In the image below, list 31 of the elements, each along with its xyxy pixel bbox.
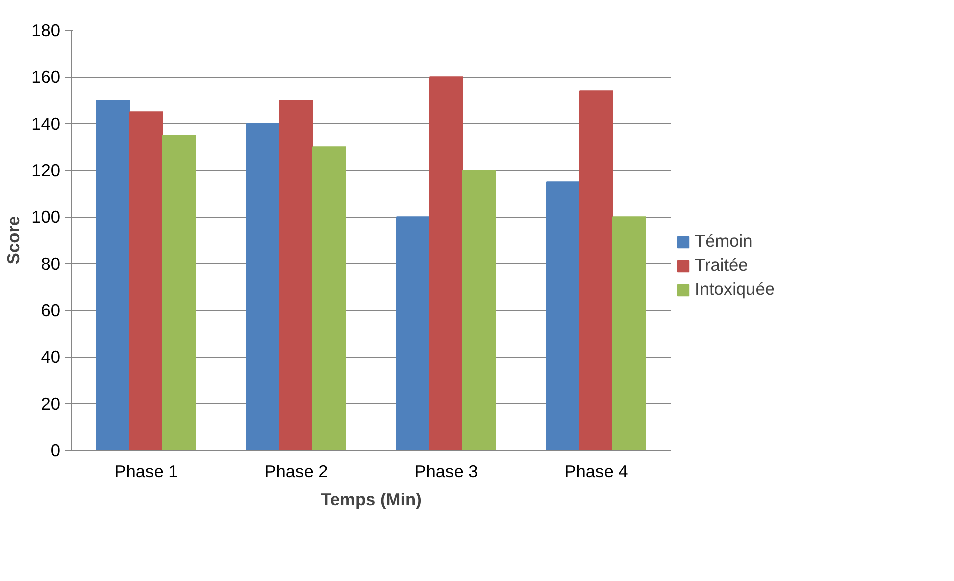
y-tick-label: 0 bbox=[50, 440, 61, 460]
bar bbox=[96, 100, 130, 450]
x-tick-label: Phase 1 bbox=[114, 462, 178, 482]
y-tick-label: 40 bbox=[41, 347, 61, 368]
bar bbox=[396, 216, 430, 450]
y-tick-label: 140 bbox=[32, 114, 61, 134]
bar bbox=[546, 182, 580, 450]
legend-label: Traitée bbox=[695, 255, 748, 276]
y-tick-label: 160 bbox=[32, 67, 61, 88]
y-tick-label: 180 bbox=[32, 20, 61, 40]
bar bbox=[246, 123, 280, 450]
y-axis-title: Score bbox=[4, 216, 24, 265]
bar bbox=[430, 76, 464, 450]
legend-label: Témoin bbox=[695, 231, 753, 252]
legend-label: Intoxiquée bbox=[695, 279, 775, 300]
x-tick-label: Phase 4 bbox=[564, 462, 629, 482]
bar bbox=[462, 170, 496, 450]
x-tick-label: Phase 2 bbox=[264, 462, 328, 482]
y-tick-label: 20 bbox=[41, 394, 61, 414]
y-tick-label: 120 bbox=[32, 160, 61, 180]
x-tick-label: Phase 3 bbox=[414, 462, 478, 482]
x-axis-title: Temps (Min) bbox=[321, 490, 422, 510]
bar bbox=[312, 146, 346, 450]
y-tick-label: 100 bbox=[32, 207, 61, 228]
bar bbox=[162, 135, 196, 450]
y-tick-label: 80 bbox=[41, 254, 61, 274]
y-tick-label: 60 bbox=[41, 300, 61, 320]
bar bbox=[130, 112, 164, 450]
bar bbox=[580, 90, 614, 450]
bar bbox=[280, 100, 314, 450]
bar bbox=[612, 216, 646, 450]
